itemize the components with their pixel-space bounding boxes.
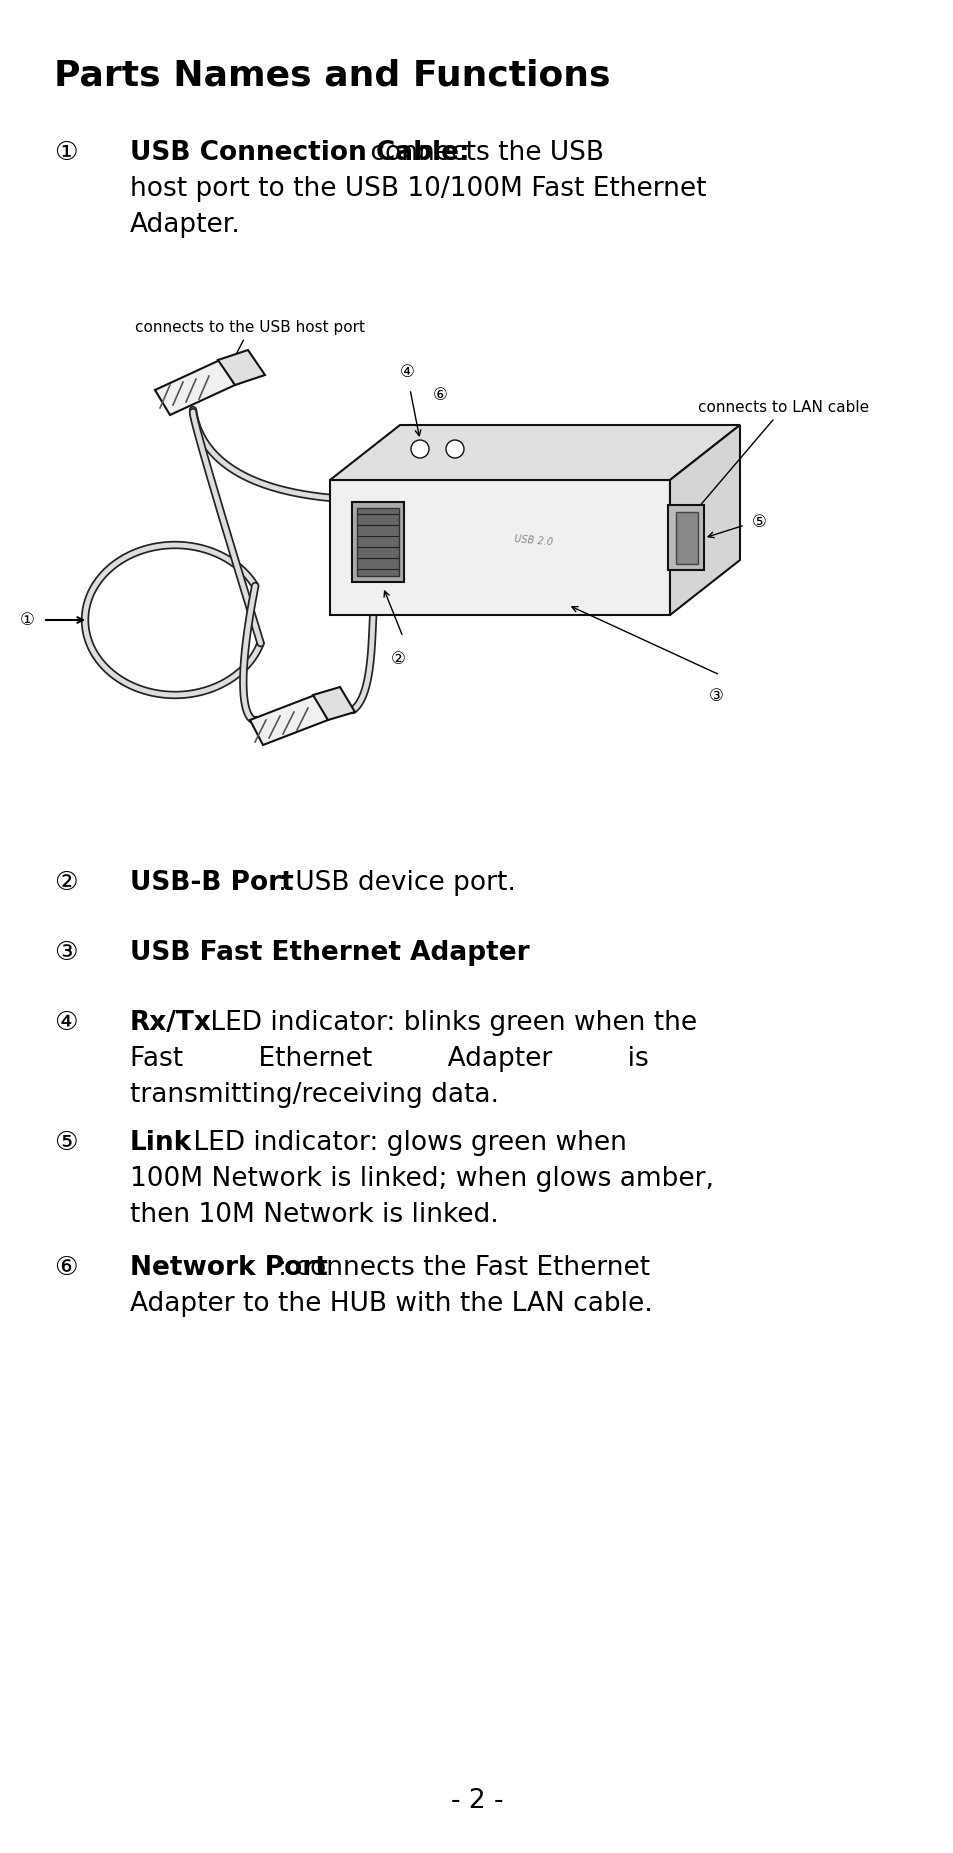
Text: ③: ③ xyxy=(54,939,77,965)
Text: ⑤: ⑤ xyxy=(751,513,766,532)
Text: ①: ① xyxy=(20,611,35,628)
Text: host port to the USB 10/100M Fast Ethernet: host port to the USB 10/100M Fast Ethern… xyxy=(130,176,706,202)
Text: ⑥: ⑥ xyxy=(432,385,447,404)
Text: ⑥: ⑥ xyxy=(54,1254,77,1280)
Text: USB Connection Cable:: USB Connection Cable: xyxy=(130,141,469,167)
Text: ②: ② xyxy=(54,871,77,897)
Text: Fast         Ethernet         Adapter         is: Fast Ethernet Adapter is xyxy=(130,1045,648,1073)
Text: connects the USB: connects the USB xyxy=(361,141,603,167)
Bar xyxy=(330,480,669,615)
Text: LED indicator: blinks green when the: LED indicator: blinks green when the xyxy=(202,1010,697,1036)
Text: ③: ③ xyxy=(708,687,722,704)
Text: then 10M Network is linked.: then 10M Network is linked. xyxy=(130,1203,498,1229)
Text: Adapter.: Adapter. xyxy=(130,211,240,237)
Text: ①: ① xyxy=(54,141,77,167)
Text: - 2 -: - 2 - xyxy=(450,1788,503,1814)
Polygon shape xyxy=(154,359,234,415)
Text: USB Fast Ethernet Adapter: USB Fast Ethernet Adapter xyxy=(130,939,529,965)
Text: ②: ② xyxy=(390,650,405,667)
Bar xyxy=(352,502,403,582)
Text: : connects the Fast Ethernet: : connects the Fast Ethernet xyxy=(277,1254,649,1280)
Polygon shape xyxy=(330,424,740,480)
Text: 100M Network is linked; when glows amber,: 100M Network is linked; when glows amber… xyxy=(130,1166,713,1191)
Text: Link: Link xyxy=(130,1130,193,1156)
Polygon shape xyxy=(250,695,328,745)
Bar xyxy=(676,511,698,563)
Text: connects to LAN cable: connects to LAN cable xyxy=(694,400,868,511)
Polygon shape xyxy=(218,350,265,385)
Text: ④: ④ xyxy=(399,363,414,382)
Text: Network Port: Network Port xyxy=(130,1254,328,1280)
Text: ⑤: ⑤ xyxy=(54,1130,77,1156)
Polygon shape xyxy=(313,687,355,721)
Bar xyxy=(356,508,398,576)
Text: USB-B Port: USB-B Port xyxy=(130,871,294,897)
Text: Adapter to the HUB with the LAN cable.: Adapter to the HUB with the LAN cable. xyxy=(130,1292,652,1317)
Circle shape xyxy=(446,439,463,458)
Text: LED indicator: glows green when: LED indicator: glows green when xyxy=(185,1130,626,1156)
Text: ④: ④ xyxy=(54,1010,77,1036)
Text: transmitting/receiving data.: transmitting/receiving data. xyxy=(130,1082,498,1108)
Text: Parts Names and Functions: Parts Names and Functions xyxy=(54,57,610,93)
Text: : USB device port.: : USB device port. xyxy=(277,871,516,897)
Text: Rx/Tx: Rx/Tx xyxy=(130,1010,212,1036)
Text: USB 2.0: USB 2.0 xyxy=(514,534,554,547)
Polygon shape xyxy=(669,424,740,615)
Bar xyxy=(667,506,703,571)
Text: connects to the USB host port: connects to the USB host port xyxy=(135,321,365,367)
Circle shape xyxy=(411,439,429,458)
